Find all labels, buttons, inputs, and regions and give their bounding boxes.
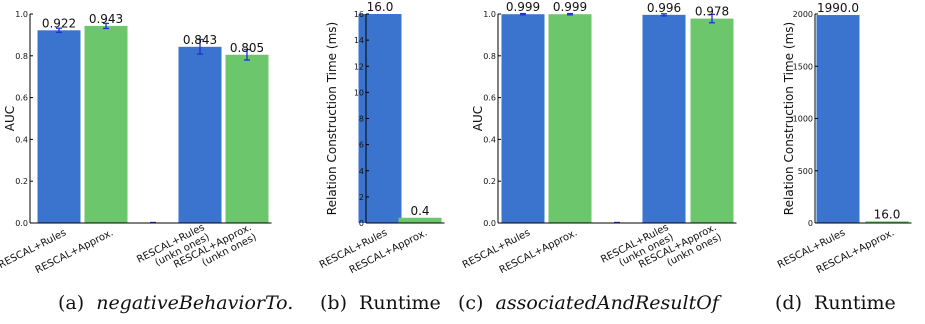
y-tick-label: 0.2 xyxy=(15,177,28,186)
value-label-1: 16.0 xyxy=(367,0,394,14)
y-axis-label: Relation Construction Time (ms) xyxy=(782,22,796,215)
caption-a-label: (a) xyxy=(58,292,84,314)
value-label-1: 0.922 xyxy=(42,16,76,30)
panel-b-runtime-chart: 16.0RESCAL+Rules0.4RESCAL+Approx.0246810… xyxy=(318,0,445,276)
y-tick-label: 0.6 xyxy=(15,94,28,103)
y-tick-label: 8 xyxy=(359,115,364,124)
y-tick-label: 2000 xyxy=(793,10,813,19)
y-tick-label: 0.0 xyxy=(15,219,28,228)
bar-1 xyxy=(816,15,860,224)
panel-c-auc-chart: 0.999RESCAL+Rules0.999RESCAL+Approx.0.99… xyxy=(461,0,737,276)
y-axis-label: AUC xyxy=(3,106,17,131)
panel-a-auc-chart: 0.922RESCAL+Rules0.943RESCAL+Approx.0.84… xyxy=(0,10,272,276)
category-label-line: RESCAL+Approx. xyxy=(498,227,579,276)
panel-d-runtime-chart: 1990.0RESCAL+Rules16.0RESCAL+Approx.0500… xyxy=(776,1,912,276)
category-label-line: RESCAL+Approx. xyxy=(34,227,115,276)
bar-2 xyxy=(548,14,592,223)
y-tick-label: 0.8 xyxy=(483,52,496,61)
y-tick-label: 0 xyxy=(808,219,813,228)
caption-c-text: associatedAndResultOf xyxy=(496,292,722,314)
caption-b-text: Runtime xyxy=(359,292,441,314)
bar-1 xyxy=(37,30,81,223)
value-label-3: 0.843 xyxy=(183,33,217,47)
y-tick-label: 1000 xyxy=(793,115,813,124)
caption-a-text: negativeBehaviorTo. xyxy=(96,292,293,314)
bar-4 xyxy=(690,18,734,224)
y-tick-label: 0.2 xyxy=(483,177,496,186)
value-label-1: 0.999 xyxy=(506,0,540,14)
bar-1 xyxy=(358,14,402,223)
caption-d: (d) Runtime xyxy=(775,292,896,314)
value-label-2: 0.4 xyxy=(410,204,429,218)
y-tick-label: 2 xyxy=(359,193,364,202)
bar-3 xyxy=(178,46,222,223)
value-label-2: 0.943 xyxy=(89,12,123,26)
category-label-2: RESCAL+Approx. xyxy=(498,227,579,276)
category-label-2: RESCAL+Approx. xyxy=(34,227,115,276)
y-tick-label: 1500 xyxy=(793,62,813,71)
caption-d-text: Runtime xyxy=(814,292,896,314)
value-label-3: 0.996 xyxy=(647,1,681,15)
y-tick-label: 500 xyxy=(798,167,813,176)
y-tick-label: 14 xyxy=(354,36,364,45)
value-label-4: 0.805 xyxy=(230,41,264,55)
value-label-2: 16.0 xyxy=(874,207,901,221)
caption-c: (c) associatedAndResultOf xyxy=(458,292,722,314)
value-label-1: 1990.0 xyxy=(817,1,859,15)
bar-4 xyxy=(225,54,269,223)
y-tick-label: 0.0 xyxy=(483,219,496,228)
y-tick-label: 16 xyxy=(354,10,364,19)
y-axis-label: AUC xyxy=(471,106,485,131)
y-tick-label: 0.8 xyxy=(15,52,28,61)
y-axis-label: Relation Construction Time (ms) xyxy=(325,22,339,215)
y-tick-label: 4 xyxy=(359,167,364,176)
y-tick-label: 1.0 xyxy=(483,10,496,19)
y-tick-label: 0 xyxy=(359,219,364,228)
bar-2 xyxy=(84,25,128,224)
bar-2 xyxy=(398,217,442,223)
y-tick-label: 6 xyxy=(359,141,364,150)
bar-3 xyxy=(642,14,686,224)
y-tick-label: 0.4 xyxy=(483,135,496,144)
bar-2 xyxy=(865,221,909,223)
y-tick-label: 12 xyxy=(354,62,364,71)
y-tick-label: 10 xyxy=(354,88,364,97)
bar-1 xyxy=(501,14,545,223)
value-label-4: 0.978 xyxy=(695,5,729,19)
value-label-2: 0.999 xyxy=(553,0,587,14)
y-tick-label: 1.0 xyxy=(15,10,28,19)
caption-b: (b) Runtime xyxy=(320,292,441,314)
caption-a: (a) negativeBehaviorTo. xyxy=(58,292,293,314)
caption-d-label: (d) xyxy=(775,292,802,314)
y-tick-label: 0.6 xyxy=(483,94,496,103)
caption-c-label: (c) xyxy=(458,292,483,314)
caption-b-label: (b) xyxy=(320,292,347,314)
y-tick-label: 0.4 xyxy=(15,135,28,144)
